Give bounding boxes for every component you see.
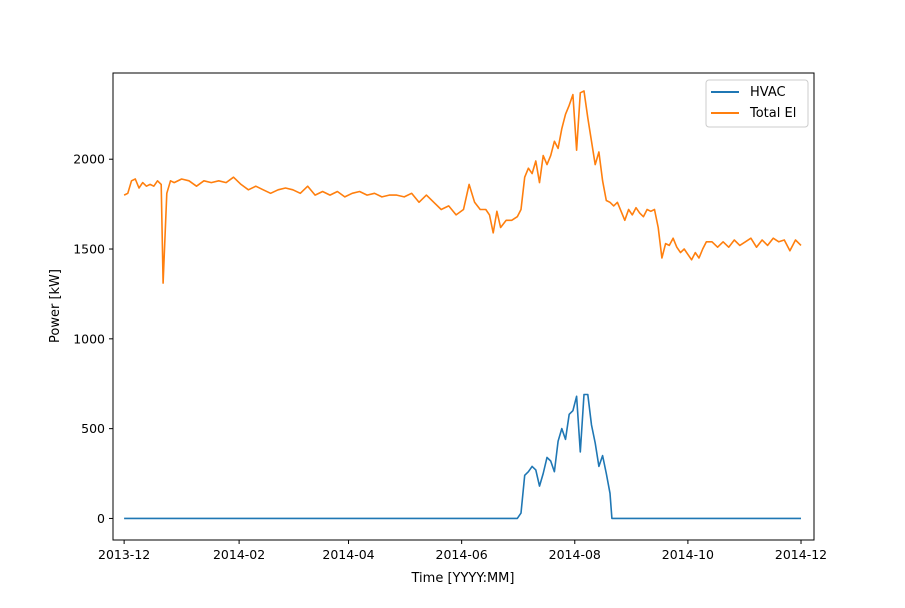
y-tick-label: 1000 [73, 331, 105, 346]
legend-label-hvac: HVAC [750, 85, 786, 100]
y-axis-label: Power [kW] [48, 269, 63, 343]
y-axis: 0 500 1000 1500 2000 [73, 152, 113, 526]
x-tick-label: 2014-08 [549, 547, 601, 562]
x-tick-label: 2014-06 [436, 547, 488, 562]
series-line-total-el [123, 90, 802, 284]
plot-frame [112, 72, 815, 541]
x-axis: 2013-12 2014-02 2014-04 2014-06 2014-08 2014-… [98, 540, 827, 562]
series-line-hvac [124, 393, 801, 520]
series-layer [123, 90, 802, 520]
x-tick-label: 2014-12 [775, 547, 827, 562]
y-tick-label: 0 [97, 511, 105, 526]
x-axis-label: Time [YYYY:MM] [411, 571, 515, 586]
x-tick-label: 2013-12 [98, 547, 150, 562]
plot-area [113, 73, 814, 540]
x-tick-label: 2014-10 [662, 547, 714, 562]
y-tick-label: 2000 [73, 152, 105, 167]
x-tick-label: 2014-02 [213, 547, 265, 562]
y-tick-label: 1500 [73, 242, 105, 257]
legend: HVAC Total El [705, 79, 809, 128]
x-tick-label: 2014-04 [322, 547, 374, 562]
legend-label-total-el: Total El [749, 106, 796, 121]
y-tick-label: 500 [81, 421, 105, 436]
